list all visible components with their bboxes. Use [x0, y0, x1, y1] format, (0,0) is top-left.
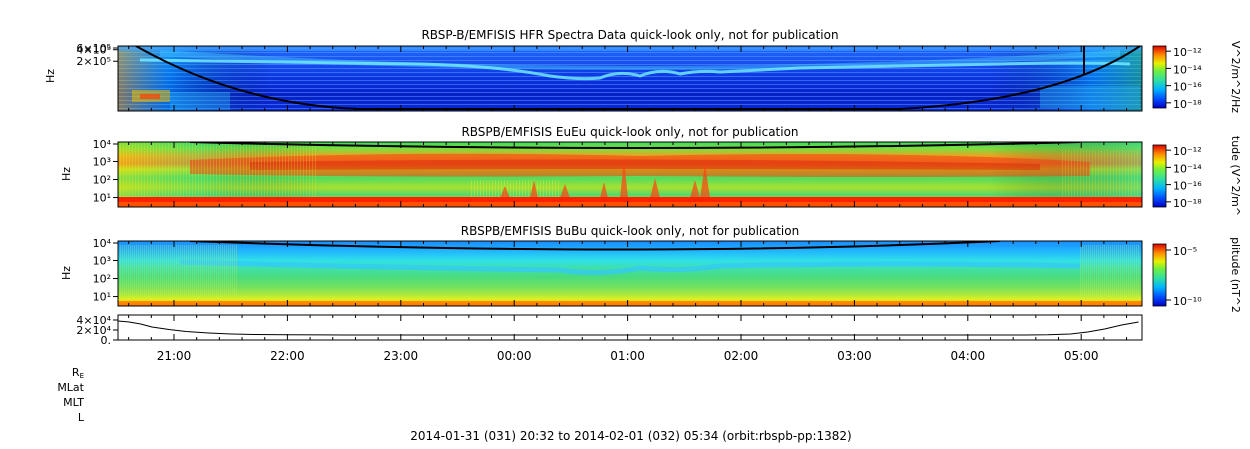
line-plot-frame [117, 314, 1143, 341]
eueu-colorbar-ticks: 10⁻¹² 10⁻¹⁴ 10⁻¹⁶ 10⁻¹⁸ [1166, 145, 1202, 210]
x-tick-label: 22:00 [270, 349, 305, 363]
y-tick-label: 10² [93, 273, 111, 286]
ephemeris-label-re: RE [72, 366, 84, 380]
ephemeris-label-mlat: MLat [57, 381, 84, 394]
ephemeris-label-l: L [78, 411, 85, 424]
x-tick-label: 21:00 [157, 349, 192, 363]
colorbar-tick-label: 10⁻¹⁴ [1173, 162, 1202, 175]
eueu-colorbar [1153, 145, 1166, 207]
bubu-colorbar [1153, 244, 1166, 306]
y-tick-label: 4×10⁵ [76, 44, 111, 57]
bubu-panel-title: RBSPB/EMFISIS BuBu quick-look only, not … [461, 224, 799, 238]
x-axis-labels: 21:00 22:00 23:00 00:00 01:00 02:00 03:00 04:00… [157, 349, 1099, 363]
hfr-panel: RBSP-B/EMFISIS HFR Spectra Data quick-lo… [44, 28, 1242, 113]
y-tick-label: 2×10⁴ [76, 324, 111, 337]
y-tick-label: 0. [101, 334, 112, 347]
hfr-y-label: Hz [44, 69, 57, 83]
hfr-colorbar [1153, 46, 1166, 108]
x-tick-label: 23:00 [384, 349, 419, 363]
y-tick-label: 10¹ [93, 192, 111, 205]
bubu-panel: RBSPB/EMFISIS BuBu quick-look only, not … [60, 224, 1242, 313]
hfr-colorbar-label: V^2/m^2/Hz [1229, 41, 1242, 113]
colorbar-tick-label: 10⁻¹² [1173, 145, 1202, 158]
colorbar-tick-label: 10⁻¹⁴ [1173, 63, 1202, 76]
y-tick-label: 2×10⁵ [76, 55, 111, 68]
bubu-colorbar-ticks: 10⁻⁵ 10⁻¹⁰ [1166, 245, 1202, 308]
bubu-y-label: Hz [60, 266, 73, 280]
colorbar-tick-label: 10⁻¹² [1173, 46, 1202, 59]
eueu-panel-title: RBSPB/EMFISIS EuEu quick-look only, not … [461, 125, 798, 139]
line-series [117, 320, 1139, 336]
eueu-panel: RBSPB/EMFISIS EuEu quick-look only, not … [60, 125, 1242, 216]
hfr-spectrogram [118, 46, 1142, 111]
eueu-colorbar-label: tude (V^2/m^ [1229, 136, 1242, 216]
bubu-colorbar-label: plitude (nT^2 [1229, 237, 1242, 313]
bubu-plot-frame [117, 240, 1143, 307]
colorbar-tick-label: 10⁻¹⁸ [1173, 98, 1202, 111]
y-tick-label: 6×10⁵ [76, 42, 111, 55]
eueu-y-label: Hz [60, 167, 73, 181]
eueu-spectrogram [118, 142, 1142, 207]
ephemeris-label-mlt: MLT [63, 396, 84, 409]
bubu-spectrogram [118, 241, 1142, 306]
hfr-colorbar-ticks: 10⁻¹² 10⁻¹⁴ 10⁻¹⁶ 10⁻¹⁸ [1166, 46, 1202, 111]
colorbar-tick-label: 10⁻⁵ [1173, 245, 1197, 258]
x-tick-label: 04:00 [951, 349, 986, 363]
hfr-panel-title: RBSP-B/EMFISIS HFR Spectra Data quick-lo… [421, 28, 838, 42]
y-tick-label: 10³ [93, 155, 111, 168]
time-range-footer: 2014-01-31 (031) 20:32 to 2014-02-01 (03… [410, 429, 851, 443]
eueu-y-axis: 10⁴ 10³ 10² 10¹ [93, 138, 118, 205]
x-tick-label: 00:00 [497, 349, 532, 363]
eueu-plot-frame [117, 141, 1143, 208]
y-tick-label: 10² [93, 174, 111, 187]
y-tick-label: 10⁴ [93, 237, 112, 250]
colorbar-tick-label: 10⁻¹⁶ [1173, 81, 1202, 94]
x-tick-label: 03:00 [837, 349, 872, 363]
colorbar-tick-label: 10⁻¹⁸ [1173, 197, 1202, 210]
colorbar-tick-label: 10⁻¹⁰ [1173, 295, 1202, 308]
x-minor-ticks [128, 46, 1128, 340]
hfr-plot-frame [117, 45, 1143, 112]
y-tick-label: 10³ [93, 254, 111, 267]
y-tick-label: 10¹ [93, 291, 111, 304]
x-tick-label: 01:00 [610, 349, 645, 363]
x-tick-label: 05:00 [1064, 349, 1099, 363]
y-tick-label: 10⁴ [93, 138, 112, 151]
colorbar-tick-label: 10⁻¹⁶ [1173, 180, 1202, 193]
x-tick-label: 02:00 [724, 349, 759, 363]
ephemeris-labels: RE MLat MLT L [57, 366, 85, 424]
y-tick-label: 4×10⁴ [76, 314, 111, 327]
bubu-y-axis: 10⁴ 10³ 10² 10¹ [93, 237, 118, 304]
